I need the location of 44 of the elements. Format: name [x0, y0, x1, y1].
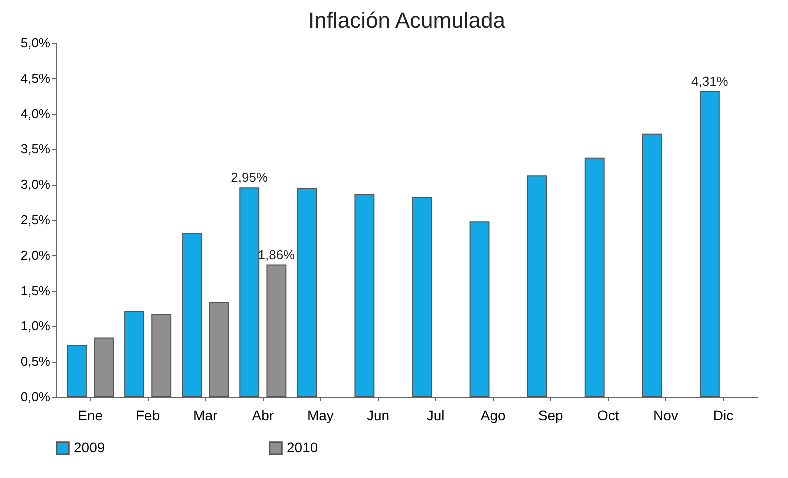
bar [182, 232, 202, 398]
legend-label: 2009 [74, 439, 106, 456]
bar [152, 314, 172, 398]
legend-label: 2010 [287, 439, 318, 456]
y-tick-label: 4,0% [20, 106, 51, 122]
bar [94, 338, 114, 398]
x-tick-label: Nov [653, 408, 678, 424]
x-tick-label: May [307, 408, 334, 424]
y-tick-label: 4,5% [20, 70, 51, 86]
data-label: 2,95% [231, 170, 268, 186]
x-tick-label: Oct [598, 408, 620, 424]
y-tick-label: 3,5% [20, 142, 51, 157]
x-tick-label: Feb [136, 408, 160, 424]
x-tick-label: Abr [252, 408, 274, 424]
chart-title: Inflación Acumulada [308, 8, 506, 33]
y-tick-label: 0,5% [20, 354, 51, 370]
bar [240, 188, 260, 398]
bar [642, 134, 662, 398]
bar [354, 194, 375, 398]
bar [266, 264, 287, 398]
x-tick-label: Mar [194, 408, 218, 424]
y-tick-label: 3,0% [20, 177, 51, 192]
data-label: 4,31% [692, 74, 729, 89]
bar [700, 91, 720, 398]
y-tick-label: 0,0% [20, 390, 51, 404]
x-tick-label: Sep [538, 408, 564, 424]
x-tick-label: Ago [480, 408, 506, 424]
y-tick-label: 2,0% [20, 248, 51, 263]
x-tick-label: Jul [426, 408, 445, 424]
bar [297, 188, 318, 398]
x-tick-label: Ene [78, 408, 104, 424]
bar [527, 176, 548, 398]
x-tick-label: Jun [366, 408, 390, 424]
y-tick-label: 2,5% [20, 212, 51, 228]
bar [124, 312, 145, 398]
bar [470, 222, 490, 398]
bar [584, 158, 605, 398]
bar [67, 346, 87, 398]
y-tick-label: 1,5% [20, 283, 51, 298]
y-tick-label: 5,0% [20, 36, 51, 50]
y-tick-label: 1,0% [20, 318, 51, 334]
bar [209, 302, 230, 398]
bar [412, 198, 432, 398]
x-tick-label: Dic [713, 408, 734, 424]
